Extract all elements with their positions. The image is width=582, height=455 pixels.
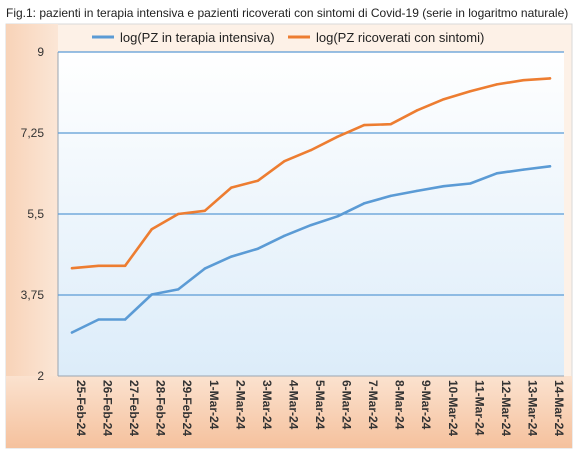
x-tick-label: 12-Mar-24 (499, 380, 513, 436)
data-point (469, 90, 472, 93)
data-point (495, 172, 499, 175)
data-point (389, 194, 392, 198)
x-tick-label: 8-Mar-24 (393, 380, 407, 430)
data-point (70, 266, 74, 270)
data-point (548, 165, 552, 168)
x-tick-label: 13-Mar-24 (525, 380, 539, 436)
x-tick-label: 9-Mar-24 (419, 380, 433, 430)
bottom-band (6, 376, 572, 448)
data-point (123, 264, 127, 268)
y-tick-label: 2 (37, 369, 44, 383)
y-tick-label: 3,75 (21, 288, 45, 302)
data-point (230, 255, 233, 258)
data-point (230, 186, 233, 189)
x-tick-label: 14-Mar-24 (552, 380, 566, 436)
legend-label: log(PZ in terapia intensiva) (120, 30, 275, 45)
legend-label: log(PZ ricoverati con sintomi) (316, 30, 484, 45)
y-tick-label: 9 (37, 45, 44, 59)
data-point (336, 135, 339, 138)
data-point (150, 293, 153, 296)
data-point (177, 212, 180, 216)
data-point (177, 288, 180, 291)
data-point (283, 234, 286, 237)
x-tick-label: 7-Mar-24 (366, 380, 380, 430)
x-tick-label: 10-Mar-24 (446, 380, 460, 436)
data-point (256, 179, 260, 182)
data-point (256, 247, 260, 250)
x-tick-label: 6-Mar-24 (340, 380, 354, 430)
x-tick-label: 26-Feb-24 (101, 380, 115, 436)
x-tick-label: 11-Mar-24 (472, 380, 486, 436)
data-point (442, 185, 445, 188)
data-point (469, 182, 472, 185)
x-tick-label: 5-Mar-24 (313, 380, 327, 430)
data-point (203, 209, 206, 212)
x-tick-label: 2-Mar-24 (233, 380, 247, 430)
x-tick-label: 1-Mar-24 (207, 380, 221, 430)
data-point (203, 267, 206, 270)
x-tick-label: 27-Feb-24 (127, 380, 141, 436)
data-point (336, 215, 339, 218)
figure-caption: Fig.1: pazienti in terapia intensiva e p… (6, 6, 569, 20)
data-point (362, 202, 366, 205)
x-tick-label: 4-Mar-24 (286, 380, 300, 430)
data-point (70, 331, 74, 334)
data-point (389, 123, 392, 126)
data-point (123, 318, 127, 321)
data-point (283, 160, 286, 163)
data-point (309, 223, 313, 227)
data-point (97, 264, 100, 268)
data-point (150, 228, 153, 231)
data-point (442, 98, 445, 101)
data-point (416, 109, 419, 112)
x-tick-label: 25-Feb-24 (74, 380, 88, 436)
data-point (309, 148, 313, 152)
data-point (522, 168, 525, 171)
x-tick-label: 29-Feb-24 (180, 380, 194, 436)
data-point (548, 77, 552, 80)
data-point (522, 79, 525, 82)
data-point (362, 123, 366, 127)
y-tick-label: 5,5 (27, 207, 44, 221)
data-point (495, 83, 499, 86)
x-tick-label: 28-Feb-24 (154, 380, 168, 436)
data-point (97, 318, 100, 321)
x-tick-label: 3-Mar-24 (260, 380, 274, 430)
data-point (416, 189, 419, 193)
y-tick-label: 7,25 (21, 126, 45, 140)
